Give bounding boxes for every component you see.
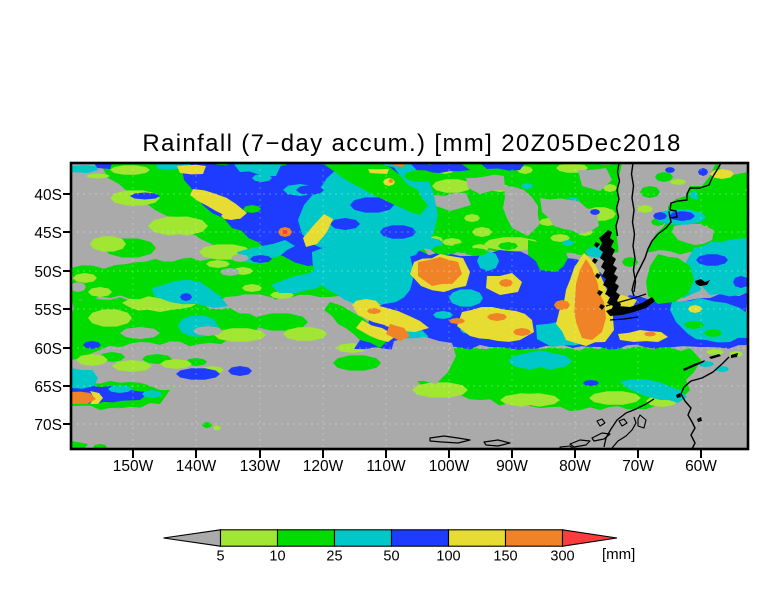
svg-text:40S: 40S <box>34 187 62 204</box>
svg-text:[mm]: [mm] <box>602 546 635 563</box>
svg-text:120W: 120W <box>303 458 344 475</box>
svg-text:45S: 45S <box>34 225 62 242</box>
svg-text:130W: 130W <box>240 458 281 475</box>
svg-text:110W: 110W <box>366 458 406 475</box>
svg-text:5: 5 <box>216 549 224 565</box>
svg-text:150: 150 <box>493 549 517 565</box>
svg-text:55S: 55S <box>34 302 62 319</box>
svg-text:50S: 50S <box>34 264 62 281</box>
svg-text:90W: 90W <box>496 458 528 475</box>
svg-text:150W: 150W <box>113 458 154 475</box>
svg-text:65S: 65S <box>34 379 62 396</box>
svg-text:Rainfall (7−day accum.) [mm] 2: Rainfall (7−day accum.) [mm] 20Z05Dec201… <box>142 130 681 157</box>
svg-text:100W: 100W <box>429 458 470 475</box>
svg-text:60W: 60W <box>685 458 717 475</box>
svg-text:60S: 60S <box>34 341 62 358</box>
svg-text:25: 25 <box>326 549 342 565</box>
svg-text:100: 100 <box>436 549 460 565</box>
svg-text:300: 300 <box>550 549 574 565</box>
svg-text:10: 10 <box>269 549 285 565</box>
svg-text:70S: 70S <box>34 417 62 434</box>
svg-text:80W: 80W <box>559 458 591 475</box>
svg-text:140W: 140W <box>176 458 217 475</box>
svg-text:70W: 70W <box>622 458 654 475</box>
svg-text:50: 50 <box>383 549 399 565</box>
